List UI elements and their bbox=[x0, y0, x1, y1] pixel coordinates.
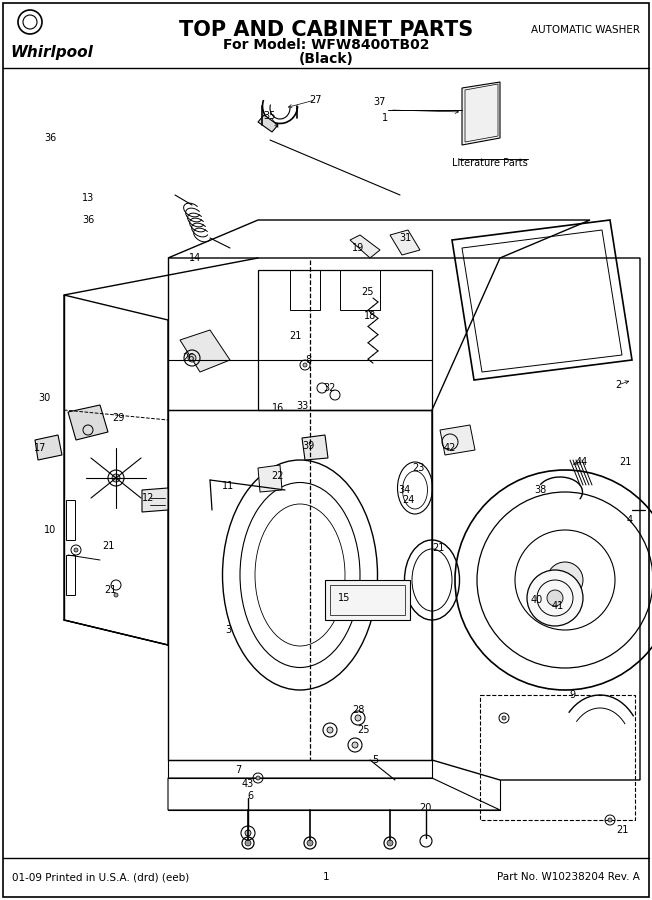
Circle shape bbox=[527, 570, 583, 626]
Text: 14: 14 bbox=[189, 253, 201, 263]
Text: 36: 36 bbox=[82, 215, 94, 225]
Text: 31: 31 bbox=[399, 233, 411, 243]
Text: 10: 10 bbox=[44, 525, 56, 535]
Circle shape bbox=[547, 562, 583, 598]
Polygon shape bbox=[68, 405, 108, 440]
Text: 21: 21 bbox=[104, 585, 116, 595]
Circle shape bbox=[303, 363, 307, 367]
Text: 25: 25 bbox=[357, 725, 369, 735]
Text: 12: 12 bbox=[142, 493, 154, 503]
Text: Literature Parts: Literature Parts bbox=[452, 158, 528, 168]
Circle shape bbox=[188, 354, 196, 362]
Text: 23: 23 bbox=[412, 463, 424, 473]
Text: 30: 30 bbox=[38, 393, 50, 403]
Text: 13: 13 bbox=[82, 193, 94, 203]
Circle shape bbox=[112, 474, 120, 482]
Text: 9: 9 bbox=[569, 690, 575, 700]
Text: 32: 32 bbox=[324, 383, 336, 393]
Text: 2: 2 bbox=[615, 380, 621, 390]
Text: For Model: WFW8400TB02: For Model: WFW8400TB02 bbox=[223, 38, 429, 52]
Text: 27: 27 bbox=[309, 95, 321, 105]
Text: 21: 21 bbox=[289, 331, 301, 341]
Circle shape bbox=[502, 716, 506, 720]
Circle shape bbox=[245, 840, 251, 846]
Polygon shape bbox=[325, 580, 410, 620]
Circle shape bbox=[327, 727, 333, 733]
Text: 4: 4 bbox=[627, 515, 633, 525]
Polygon shape bbox=[462, 82, 500, 145]
Circle shape bbox=[387, 840, 393, 846]
Text: 28: 28 bbox=[352, 705, 364, 715]
Text: 8: 8 bbox=[305, 355, 311, 365]
Text: 40: 40 bbox=[531, 595, 543, 605]
Circle shape bbox=[245, 830, 251, 836]
Text: AUTOMATIC WASHER: AUTOMATIC WASHER bbox=[531, 25, 640, 35]
Polygon shape bbox=[142, 488, 168, 512]
Text: 3: 3 bbox=[225, 625, 231, 635]
Text: 01-09 Printed in U.S.A. (drd) (eeb): 01-09 Printed in U.S.A. (drd) (eeb) bbox=[12, 872, 189, 882]
Circle shape bbox=[256, 776, 260, 780]
Text: 41: 41 bbox=[552, 601, 564, 611]
Circle shape bbox=[307, 840, 313, 846]
Polygon shape bbox=[350, 235, 380, 258]
Polygon shape bbox=[35, 435, 62, 460]
Polygon shape bbox=[390, 230, 420, 255]
Text: 25: 25 bbox=[362, 287, 374, 297]
Text: 35: 35 bbox=[264, 111, 276, 121]
Circle shape bbox=[74, 548, 78, 552]
Circle shape bbox=[352, 742, 358, 748]
Text: 21: 21 bbox=[619, 457, 631, 467]
Text: 11: 11 bbox=[222, 481, 234, 491]
Text: 37: 37 bbox=[374, 97, 386, 107]
Polygon shape bbox=[302, 435, 328, 460]
Text: 21: 21 bbox=[102, 541, 114, 551]
Text: 7: 7 bbox=[235, 765, 241, 775]
Text: 22: 22 bbox=[272, 471, 284, 481]
Circle shape bbox=[114, 593, 118, 597]
Text: 16: 16 bbox=[272, 403, 284, 413]
Text: 18: 18 bbox=[364, 311, 376, 321]
Text: 19: 19 bbox=[352, 243, 364, 253]
Text: 39: 39 bbox=[302, 441, 314, 451]
Text: Whirlpool: Whirlpool bbox=[10, 45, 93, 60]
Text: 43: 43 bbox=[242, 779, 254, 789]
Text: 21: 21 bbox=[615, 825, 628, 835]
Circle shape bbox=[608, 818, 612, 822]
Text: 36: 36 bbox=[44, 133, 56, 143]
Text: 17: 17 bbox=[34, 443, 46, 453]
Circle shape bbox=[547, 590, 563, 606]
Text: 1: 1 bbox=[323, 872, 329, 882]
Polygon shape bbox=[440, 425, 475, 455]
Text: 20: 20 bbox=[419, 803, 431, 813]
Polygon shape bbox=[180, 330, 230, 372]
Text: 21: 21 bbox=[432, 543, 444, 553]
Text: TOP AND CABINET PARTS: TOP AND CABINET PARTS bbox=[179, 20, 473, 40]
Text: 15: 15 bbox=[338, 593, 350, 603]
Polygon shape bbox=[258, 115, 278, 132]
Text: 38: 38 bbox=[534, 485, 546, 495]
Text: 1: 1 bbox=[382, 113, 388, 123]
Text: 34: 34 bbox=[398, 485, 410, 495]
Text: (Black): (Black) bbox=[299, 52, 353, 66]
Text: 24: 24 bbox=[402, 495, 414, 505]
Text: 26: 26 bbox=[182, 353, 194, 363]
Polygon shape bbox=[258, 465, 282, 492]
Text: 6: 6 bbox=[247, 791, 253, 801]
Circle shape bbox=[355, 715, 361, 721]
Text: 42: 42 bbox=[444, 443, 456, 453]
Text: 29: 29 bbox=[111, 413, 124, 423]
Circle shape bbox=[86, 418, 94, 426]
Text: Part No. W10238204 Rev. A: Part No. W10238204 Rev. A bbox=[497, 872, 640, 882]
Text: 44: 44 bbox=[576, 457, 588, 467]
Text: 33: 33 bbox=[296, 401, 308, 411]
Text: 5: 5 bbox=[372, 755, 378, 765]
